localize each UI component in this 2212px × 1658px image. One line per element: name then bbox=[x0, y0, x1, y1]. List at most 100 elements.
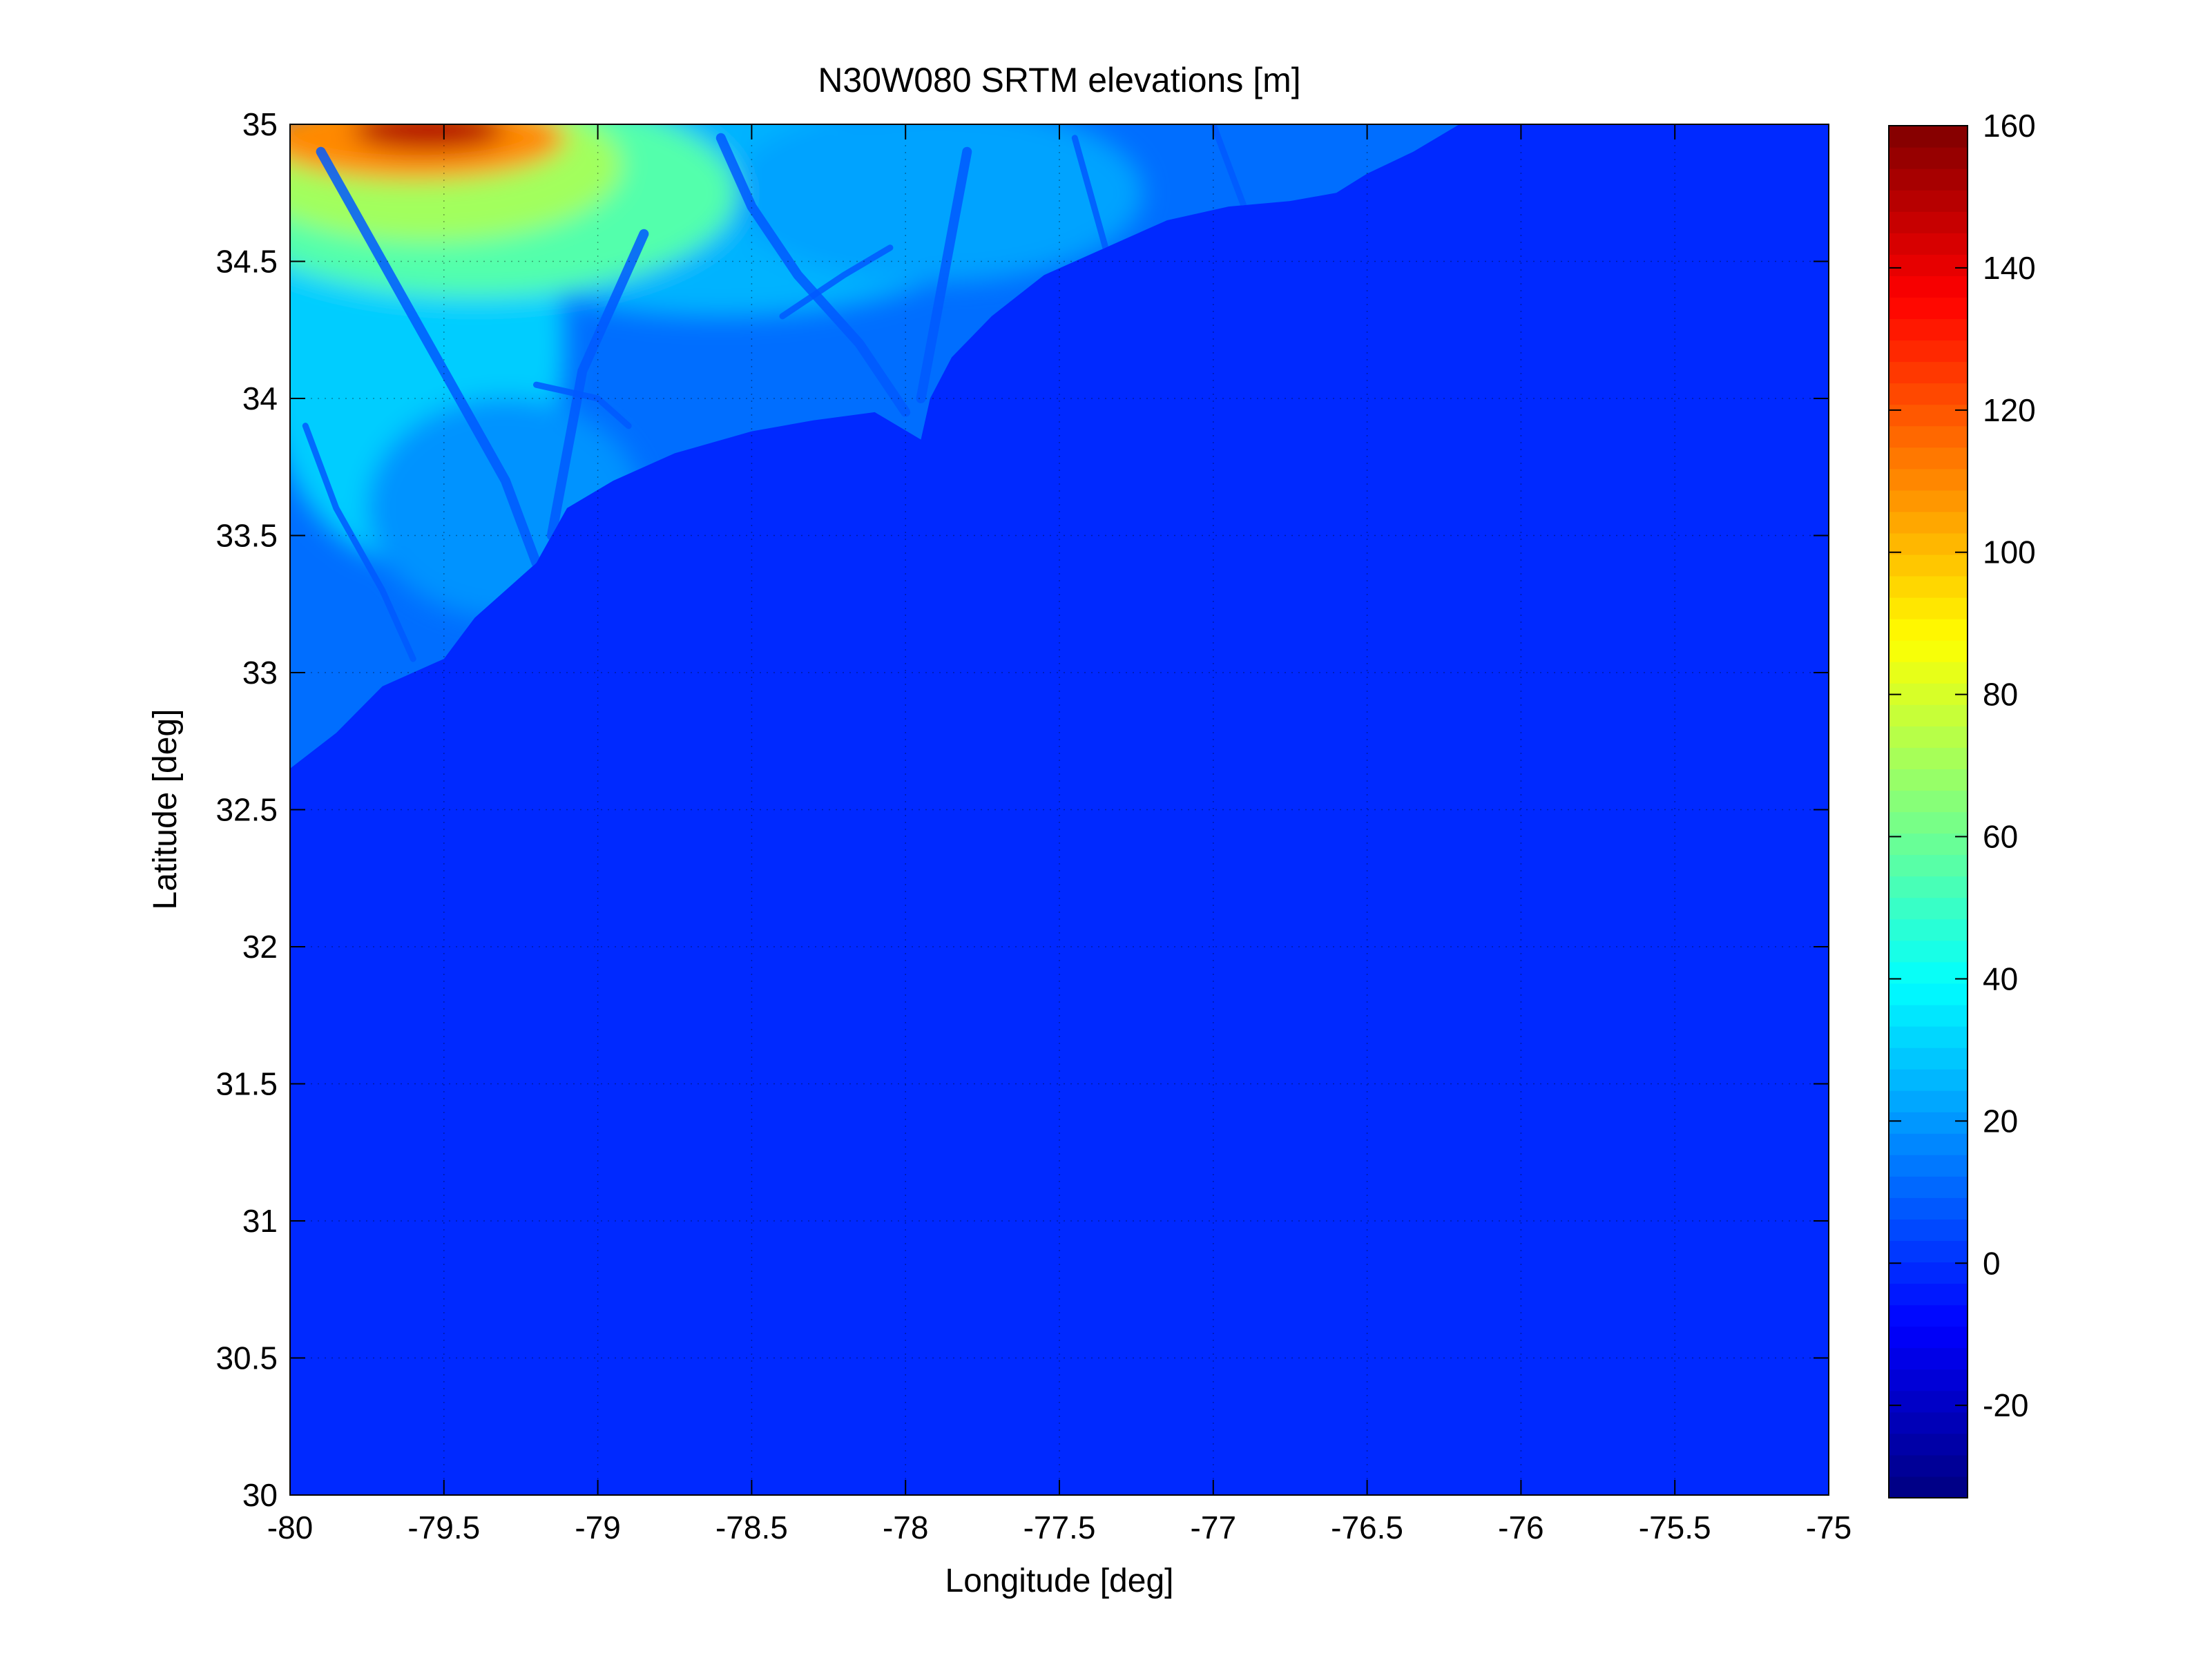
y-tick-label: 32.5 bbox=[215, 792, 278, 828]
x-tick-label: -80 bbox=[267, 1510, 313, 1545]
colorbar-step bbox=[1889, 833, 1968, 856]
river-valley bbox=[916, 146, 972, 403]
colorbar-tick-label: 20 bbox=[1983, 1103, 2018, 1139]
colorbar-step bbox=[1889, 211, 1968, 233]
grid bbox=[290, 124, 1829, 1495]
colorbar-step bbox=[1889, 1262, 1968, 1284]
river-valley bbox=[1210, 124, 1247, 210]
colorbar-frame bbox=[1888, 125, 1968, 1498]
y-tick-label: 35 bbox=[242, 106, 278, 142]
colorbar-step bbox=[1889, 1048, 1968, 1070]
y-tick-label: 30.5 bbox=[215, 1340, 278, 1376]
colorbar-step bbox=[1889, 276, 1968, 298]
y-tick-label: 31.5 bbox=[215, 1066, 278, 1102]
colorbar-step bbox=[1889, 425, 1968, 448]
colorbar-step bbox=[1889, 662, 1968, 684]
colorbar-tick-label: -20 bbox=[1983, 1387, 2028, 1423]
colorbar-step bbox=[1889, 640, 1968, 662]
colorbar-step bbox=[1889, 1004, 1968, 1027]
x-tick-label: -76 bbox=[1498, 1510, 1543, 1545]
y-tick-label: 34 bbox=[242, 380, 278, 416]
colorbar-step bbox=[1889, 254, 1968, 276]
y-tick-label: 31 bbox=[242, 1203, 278, 1239]
colorbar: -20 0 20 40 60 80 100 120 140 160 bbox=[1888, 108, 2036, 1498]
y-tick-label: 32 bbox=[242, 929, 278, 965]
x-tick-label: -78 bbox=[883, 1510, 928, 1545]
colorbar-step bbox=[1889, 790, 1968, 813]
x-tick-label: -76.5 bbox=[1331, 1510, 1403, 1545]
colorbar-step bbox=[1889, 1155, 1968, 1177]
colorbar-step bbox=[1889, 1454, 1968, 1477]
colorbar-step bbox=[1889, 1240, 1968, 1263]
colorbar-step bbox=[1889, 1025, 1968, 1048]
x-tick-label: -78.5 bbox=[715, 1510, 788, 1545]
x-tick-label: -75 bbox=[1806, 1510, 1852, 1545]
colorbar-tick-label: 80 bbox=[1983, 677, 2018, 713]
colorbar-step bbox=[1889, 726, 1968, 748]
river-valley bbox=[316, 146, 541, 568]
colorbar-step bbox=[1889, 769, 1968, 791]
colorbar-tick-label: 0 bbox=[1983, 1245, 2001, 1281]
colorbar-step bbox=[1889, 297, 1968, 320]
y-tick-label: 30 bbox=[242, 1477, 278, 1513]
colorbar-tick-label: 140 bbox=[1983, 250, 2036, 286]
colorbar-step bbox=[1889, 1112, 1968, 1134]
river-valleys bbox=[302, 124, 1247, 662]
colorbar-tick-label: 60 bbox=[1983, 819, 2018, 855]
colorbar-step bbox=[1889, 511, 1968, 534]
colorbar-step bbox=[1889, 340, 1968, 363]
colorbar-step bbox=[1889, 683, 1968, 705]
colorbar-step bbox=[1889, 168, 1968, 191]
y-tick-label: 34.5 bbox=[215, 244, 278, 280]
colorbar-step bbox=[1889, 1176, 1968, 1198]
colorbar-step bbox=[1889, 147, 1968, 169]
colorbar-step bbox=[1889, 490, 1968, 512]
colorbar-step bbox=[1889, 983, 1968, 1005]
y-axis-label: Latitude [deg] bbox=[147, 709, 184, 910]
colorbar-step bbox=[1889, 126, 1968, 148]
colorbar-step bbox=[1889, 1390, 1968, 1413]
river-valley bbox=[302, 423, 416, 662]
colorbar-tick-label: 100 bbox=[1983, 534, 2036, 570]
colorbar-step bbox=[1889, 575, 1968, 598]
colorbar-step bbox=[1889, 704, 1968, 726]
colorbar-step bbox=[1889, 1369, 1968, 1391]
colorbar-step bbox=[1889, 383, 1968, 405]
elevation-field bbox=[290, 124, 1460, 769]
y-axis: 30 30.5 31 31.5 32 32.5 33 33.5 34 34.5 35 bbox=[215, 106, 1829, 1513]
river-valley bbox=[779, 244, 894, 320]
colorbar-step bbox=[1889, 918, 1968, 941]
colorbar-step bbox=[1889, 854, 1968, 877]
colorbar-step bbox=[1889, 1283, 1968, 1306]
colorbar-tick-label: 160 bbox=[1983, 108, 2036, 144]
colorbar-step bbox=[1889, 597, 1968, 619]
x-axis-label: Longitude [deg] bbox=[945, 1563, 1174, 1599]
colorbar-step bbox=[1889, 554, 1968, 577]
colorbar-step bbox=[1889, 1476, 1968, 1498]
y-tick-label: 33.5 bbox=[215, 518, 278, 554]
x-axis: -80 -79.5 -79 -78.5 -78 -77.5 -77 -76.5 -76 -75.5… bbox=[267, 124, 1852, 1545]
x-tick-label: -77.5 bbox=[1023, 1510, 1096, 1545]
colorbar-step bbox=[1889, 1433, 1968, 1456]
x-tick-label: -79.5 bbox=[407, 1510, 480, 1545]
x-tick-label: -77 bbox=[1191, 1510, 1236, 1545]
x-tick-label: -75.5 bbox=[1639, 1510, 1711, 1545]
colorbar-step bbox=[1889, 468, 1968, 491]
colorbar-step bbox=[1889, 1069, 1968, 1091]
colorbar-step bbox=[1889, 1347, 1968, 1370]
x-tick-label: -79 bbox=[575, 1510, 620, 1545]
colorbar-step bbox=[1889, 1304, 1968, 1327]
colorbar-step bbox=[1889, 532, 1968, 555]
colorbar-step bbox=[1889, 747, 1968, 770]
river-valley bbox=[533, 381, 632, 430]
colorbar-step bbox=[1889, 876, 1968, 898]
chart-title: N30W080 SRTM elevations [m] bbox=[818, 61, 1300, 99]
colorbar-step bbox=[1889, 619, 1968, 641]
colorbar-tick-label: 40 bbox=[1983, 961, 2018, 996]
colorbar-step bbox=[1889, 404, 1968, 427]
colorbar-step bbox=[1889, 940, 1968, 963]
colorbar-step bbox=[1889, 1133, 1968, 1155]
river-valley bbox=[546, 229, 649, 541]
